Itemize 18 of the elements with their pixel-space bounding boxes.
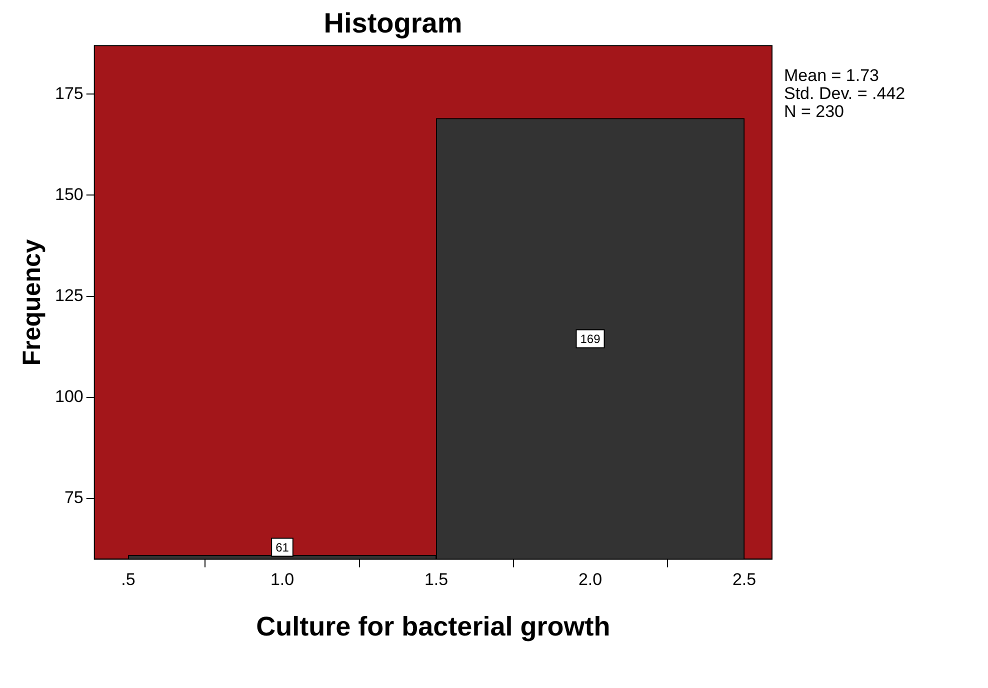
- text: Std. Dev. = .442: [784, 84, 906, 104]
- x-tick-label: 1.0: [270, 570, 294, 590]
- text: N = 230: [784, 102, 844, 122]
- y-tick-label: 75: [64, 488, 84, 508]
- chart-title: Histogram: [324, 8, 462, 39]
- y-tick-label: 150: [54, 184, 84, 204]
- text: Mean = 1.73: [784, 66, 879, 86]
- data-label: 61: [276, 540, 290, 555]
- y-tick-label: 100: [54, 387, 84, 406]
- y-tick-label: 175: [54, 84, 84, 103]
- y-tick-label: 125: [54, 286, 84, 306]
- x-tick-label: 1.5: [424, 570, 448, 590]
- x-tick-label: 2.0: [578, 570, 602, 590]
- data-label: 169: [580, 332, 601, 346]
- y-axis-title: Frequency: [18, 239, 46, 366]
- x-tick-label: 2.5: [732, 570, 756, 590]
- x-tick-label: .5: [121, 570, 136, 590]
- x-axis-title: Culture for bacterial growth: [256, 611, 610, 642]
